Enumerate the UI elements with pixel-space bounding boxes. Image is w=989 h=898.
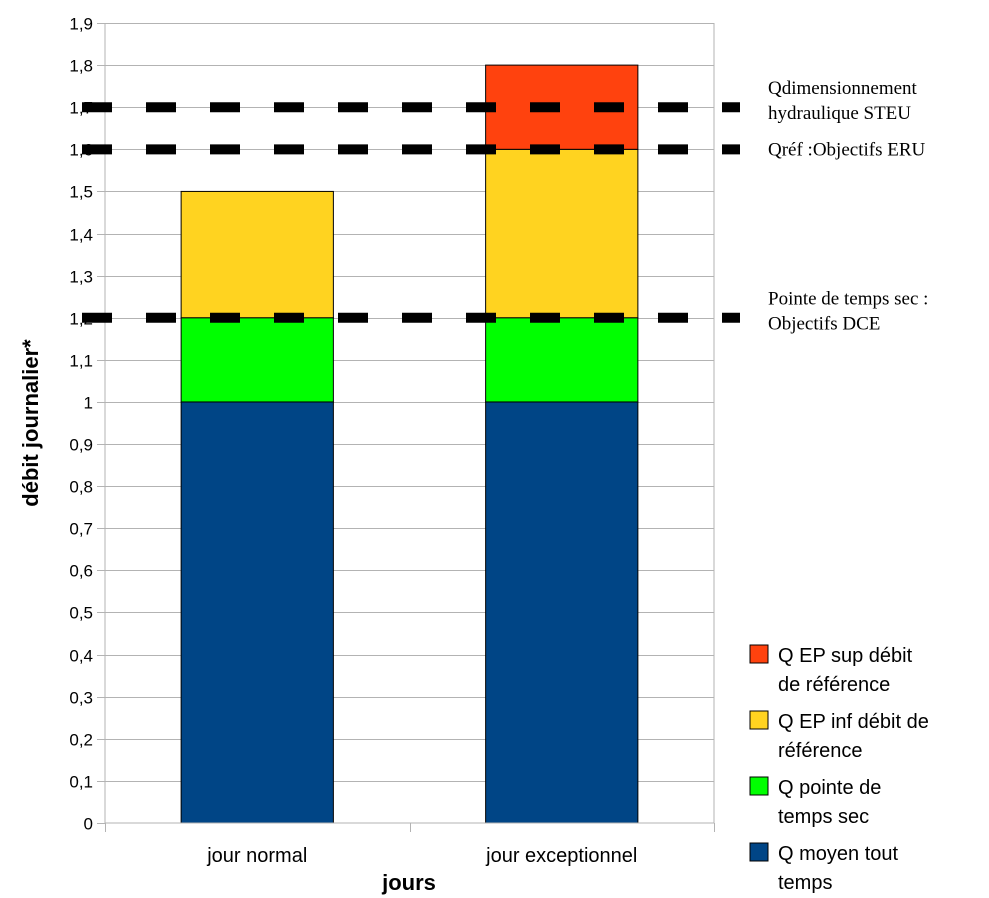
y-axis-title: débit journalier*	[18, 339, 43, 507]
bar-segment	[180, 190, 334, 319]
reference-line-label: hydraulique STEU	[768, 103, 911, 124]
legend-label: Q moyen tout	[778, 843, 899, 865]
y-tick-label: 0,2	[69, 731, 93, 750]
reference-lines: Qdimensionnement hydraulique STEU Qréf :Ob…	[82, 78, 928, 335]
y-tick-label: 0,6	[69, 562, 93, 581]
x-axis-title: jours	[381, 870, 436, 895]
legend-swatch	[749, 776, 769, 796]
y-tick-label: 1,5	[69, 183, 93, 202]
legend-swatch	[749, 710, 769, 730]
y-tick-label: 1,4	[69, 226, 93, 245]
legend: Q EP sup débit de référence Q EP inf débit…	[749, 644, 929, 894]
bar-segment	[180, 317, 334, 403]
legend-label: Q EP inf débit de	[778, 711, 929, 733]
legend-label: de référence	[778, 674, 890, 696]
bar-segment	[180, 401, 334, 824]
y-tick-label: 0,9	[69, 436, 93, 455]
y-tick-label: 0,7	[69, 520, 93, 539]
reference-line-label: Qdimensionnement	[768, 78, 918, 99]
y-tick-label: 0,1	[69, 773, 93, 792]
bar-segment	[485, 148, 639, 319]
bar-segment	[485, 317, 639, 403]
y-tick-label: 0,4	[69, 647, 93, 666]
y-tick-label: 1,1	[69, 352, 93, 371]
legend-label: référence	[778, 740, 863, 762]
legend-swatch	[749, 842, 769, 862]
x-tick-labels: jour normal jour exceptionnel	[206, 845, 637, 867]
legend-label: Q pointe de	[778, 777, 881, 799]
y-tick-label: 0,5	[69, 604, 93, 623]
reference-line-label: Pointe de temps sec :	[768, 289, 928, 310]
x-tick-label: jour normal	[206, 845, 307, 867]
y-tick-label: 0,3	[69, 689, 93, 708]
bars	[180, 64, 639, 824]
x-tick-label: jour exceptionnel	[485, 845, 637, 867]
reference-line-label: Qréf :Objectifs ERU	[768, 139, 926, 160]
legend-swatch	[749, 644, 769, 664]
y-tick-label: 0,8	[69, 478, 93, 497]
y-tick-label: 1,3	[69, 268, 93, 287]
y-tick-label: 1,8	[69, 57, 93, 76]
y-tick-label: 0	[84, 815, 93, 834]
legend-label: Q EP sup débit	[778, 645, 913, 667]
y-tick-label: 1,9	[69, 15, 93, 34]
reference-line-label: Objectifs DCE	[768, 314, 880, 335]
y-tick-label: 1	[84, 394, 93, 413]
bar-segment	[485, 401, 639, 824]
legend-label: temps	[778, 872, 832, 894]
legend-label: temps sec	[778, 806, 869, 828]
axes	[104, 23, 715, 824]
